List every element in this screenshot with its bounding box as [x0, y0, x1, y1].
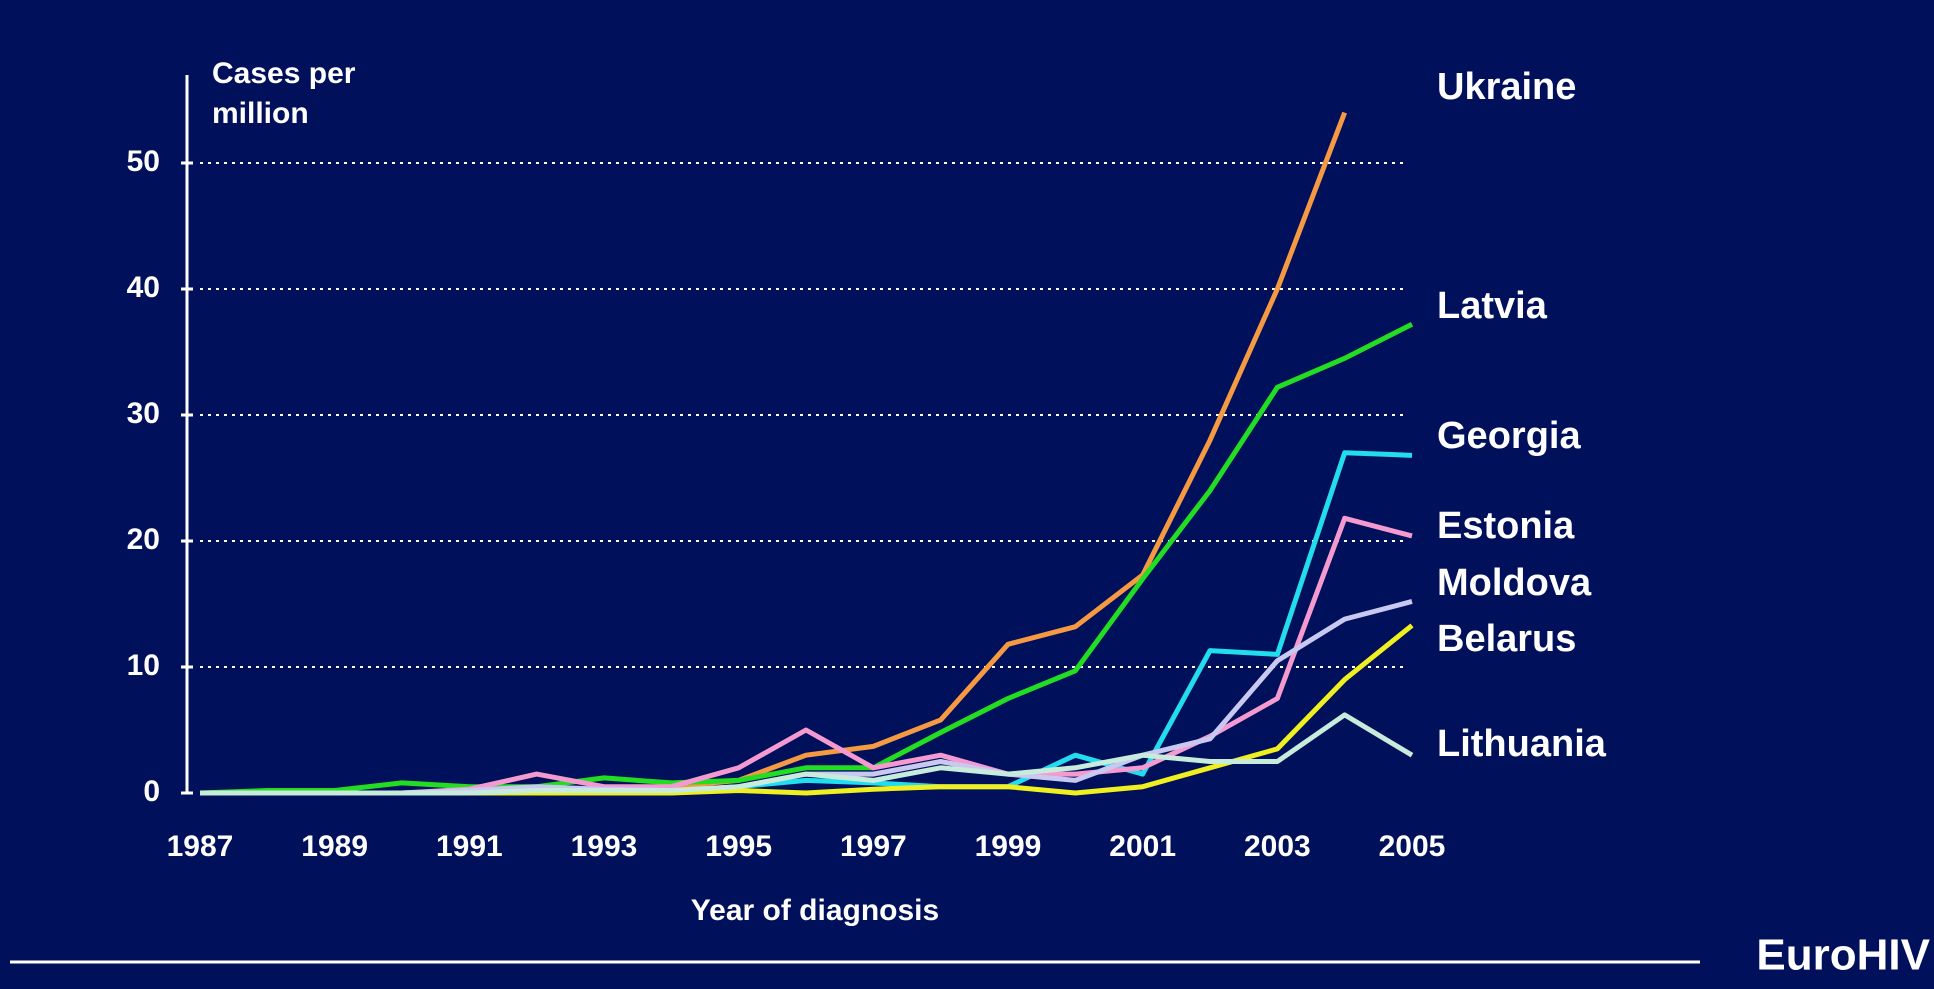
y-tick-label: 10	[127, 649, 160, 682]
legend-label: Belarus	[1437, 618, 1576, 660]
x-tick-label: 2005	[1379, 830, 1446, 863]
x-tick-label: 1993	[571, 830, 638, 863]
legend-label: Ukraine	[1437, 66, 1576, 108]
y-tick-label: 50	[127, 145, 160, 178]
series-line	[200, 515, 1413, 796]
series-line	[200, 111, 1348, 796]
legend-label: Lithuania	[1437, 723, 1607, 765]
x-tick-label: 1991	[436, 830, 503, 863]
x-tick-label: 1997	[840, 830, 907, 863]
legend-label: Moldova	[1437, 562, 1592, 604]
y-tick-label: 30	[127, 397, 160, 430]
y-tick-label: 40	[127, 271, 160, 304]
footer-logo: EuroHIV	[1756, 931, 1930, 980]
legend-label: Latvia	[1437, 285, 1548, 327]
series-line	[199, 322, 1414, 796]
legend-label: Georgia	[1437, 415, 1581, 457]
x-tick-label: 2001	[1109, 830, 1176, 863]
legend-label: Estonia	[1437, 505, 1575, 547]
x-tick-label: 1999	[975, 830, 1042, 863]
x-tick-label: 2003	[1244, 830, 1311, 863]
series-line	[200, 712, 1414, 796]
y-axis-label: Cases per million	[212, 57, 356, 130]
y-tick-label: 20	[127, 523, 160, 556]
x-tick-label: 1987	[167, 830, 234, 863]
series-line	[200, 450, 1413, 796]
y-tick-label: 0	[143, 775, 160, 808]
x-axis-label: Year of diagnosis	[691, 894, 939, 927]
x-tick-label: 1989	[301, 830, 368, 863]
x-tick-label: 1995	[705, 830, 772, 863]
